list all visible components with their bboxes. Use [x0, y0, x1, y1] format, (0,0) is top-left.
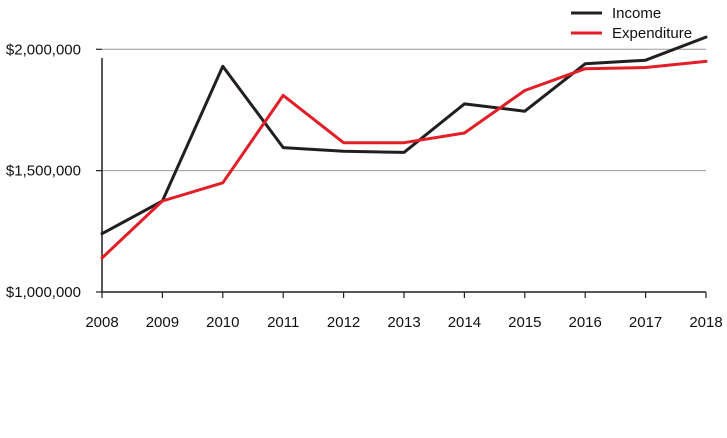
series-line-income: [100, 35, 708, 236]
x-tick-label: 2016: [569, 314, 602, 331]
y-axis-ticks: $1,000,000 $1,500,000 $2,000,000: [6, 41, 102, 301]
x-tick-label: 2017: [629, 314, 662, 331]
x-tick-label: 2013: [387, 314, 420, 331]
y-tick-label: $1,500,000: [6, 163, 81, 180]
x-tick-label: 2009: [146, 314, 179, 331]
legend-label-income: Income: [612, 5, 661, 22]
y-tick-label: $2,000,000: [6, 41, 81, 58]
x-axis-ticks: 2008 2009 2010 2011 2012 2013 2014 2015 2016 2017…: [85, 292, 723, 331]
x-tick-label: 2010: [206, 314, 239, 331]
x-tick-label: 2018: [689, 314, 722, 331]
legend: Income Expenditure: [571, 5, 692, 42]
series-lines: [100, 35, 708, 260]
x-tick-label: 2012: [327, 314, 360, 331]
series-line-expenditure: [100, 59, 708, 260]
x-tick-label: 2015: [508, 314, 541, 331]
x-tick-label: 2014: [448, 314, 481, 331]
y-tick-label: $1,000,000: [6, 284, 81, 301]
grid-lines: [102, 48, 706, 172]
x-tick-label: 2011: [267, 314, 299, 331]
legend-label-expenditure: Expenditure: [612, 25, 692, 42]
x-tick-label: 2008: [85, 314, 118, 331]
